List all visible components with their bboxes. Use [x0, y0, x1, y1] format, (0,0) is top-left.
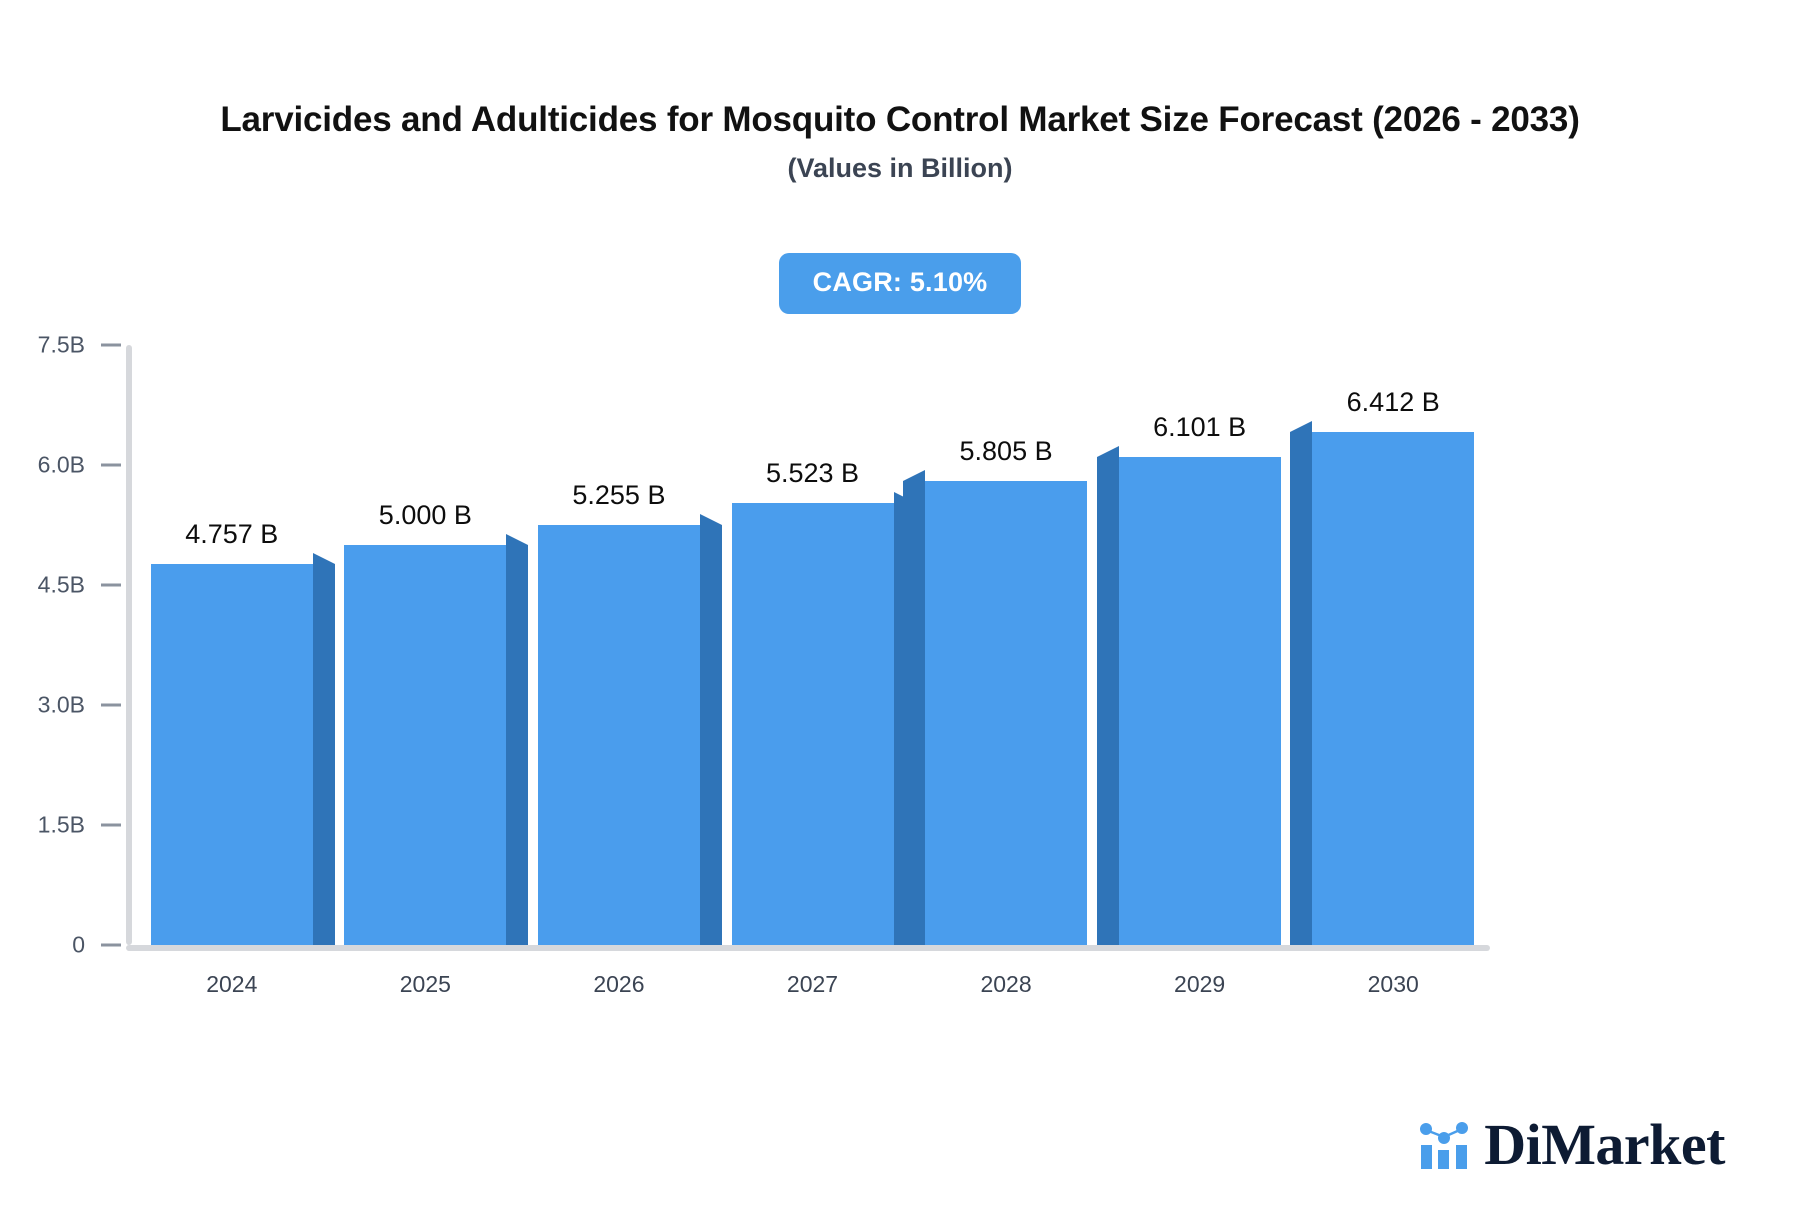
- y-axis-tick-mark: [101, 943, 121, 947]
- bar-2026[interactable]: 5.255 B 2026: [537, 480, 722, 997]
- bar-top-face: [903, 469, 926, 481]
- bar-side-face: [312, 564, 335, 945]
- bar-2030[interactable]: 6.412 B 2030: [1290, 387, 1475, 997]
- bar-front-face: [1312, 432, 1475, 945]
- bar-top-face: [312, 553, 335, 565]
- y-axis-tick: 6.0B: [13, 452, 121, 479]
- x-axis-label: 2026: [593, 971, 645, 997]
- bar-value-label: 5.805 B: [959, 435, 1053, 466]
- x-axis-label: 2029: [1174, 971, 1226, 997]
- y-axis-tick: 3.0B: [13, 692, 121, 719]
- cagr-badge-container: CAGR: 5.10%: [150, 253, 1650, 314]
- bar-front-face: [150, 564, 313, 945]
- bar-side-face: [903, 480, 926, 945]
- bar-2025[interactable]: 5.000 B 2025: [344, 500, 529, 997]
- bar-top-face: [1290, 421, 1313, 433]
- cagr-badge[interactable]: CAGR: 5.10%: [778, 253, 1022, 314]
- dimarket-logo: DiMarket: [1418, 1116, 1725, 1174]
- x-axis-label: 2024: [206, 971, 258, 997]
- bar-2029[interactable]: 6.101 B 2029: [1096, 412, 1281, 997]
- bar-front-face: [1118, 456, 1281, 945]
- y-axis-tick-label: 3.0B: [37, 691, 85, 718]
- y-axis-tick: 0: [13, 932, 121, 959]
- x-axis-label: 2030: [1367, 971, 1419, 997]
- bar-chart-logo-icon: [1420, 1122, 1469, 1169]
- bar-body: [537, 513, 722, 945]
- bar-front-face: [537, 524, 700, 945]
- bar-2024[interactable]: 4.757 B 2024: [150, 519, 335, 997]
- x-axis-label: 2027: [786, 971, 839, 997]
- y-axis-tick-mark: [101, 823, 121, 827]
- bar-series: 4.757 B 2024 5.000 B 2025 5.255 B 2026 5.523 B…: [135, 345, 1490, 997]
- y-axis-tick-mark: [101, 703, 121, 707]
- y-axis-tick-label: 1.5B: [37, 811, 85, 838]
- bar-side-face: [506, 545, 529, 945]
- x-axis-line: [126, 945, 1490, 951]
- bar-body: [1290, 421, 1475, 945]
- bar-side-face: [699, 524, 722, 945]
- bar-side-face: [1096, 456, 1119, 945]
- bar-value-label: 5.255 B: [572, 479, 666, 510]
- bar-2027[interactable]: 5.523 B 2027: [731, 458, 916, 997]
- x-axis-label: 2025: [399, 971, 451, 997]
- plot-area: 0 1.5B 3.0B 4.5B 6.0B 7.5B 4.757 B 2024 5.000 B…: [38, 332, 1490, 997]
- chart-title: Larvicides and Adulticides for Mosquito …: [220, 100, 1580, 139]
- bar-2028[interactable]: 5.805 B 2028: [903, 436, 1088, 997]
- bar-value-label: 5.523 B: [765, 458, 860, 489]
- bar-value-label: 6.412 B: [1346, 387, 1440, 418]
- bar-front-face: [344, 545, 507, 945]
- bar-front-face: [925, 480, 1088, 945]
- logo-wordmark: DiMarket: [1484, 1112, 1725, 1177]
- y-axis-tick-label: 4.5B: [37, 571, 85, 598]
- y-axis-line: [126, 345, 132, 945]
- y-axis-tick-label: 6.0B: [37, 451, 85, 478]
- bar-body: [1096, 445, 1281, 945]
- bar-body: [150, 553, 335, 945]
- bar-value-label: 4.757 B: [185, 519, 279, 550]
- bar-top-face: [506, 534, 529, 545]
- y-axis-tick: 4.5B: [13, 572, 121, 599]
- y-axis-tick: 7.5B: [13, 332, 121, 359]
- y-axis-tick-label: 0: [72, 931, 85, 958]
- chart-subtitle: (Values in Billion): [787, 152, 1013, 183]
- bar-side-face: [1290, 432, 1313, 945]
- bar-top-face: [699, 513, 722, 525]
- x-axis-label: 2028: [980, 971, 1032, 997]
- y-axis-tick-mark: [101, 343, 121, 347]
- y-axis-tick-mark: [101, 463, 121, 467]
- bar-body: [903, 469, 1088, 945]
- bar-top-face: [1096, 445, 1119, 457]
- bar-body: [731, 492, 916, 945]
- bar-body: [344, 534, 529, 945]
- bar-front-face: [731, 503, 894, 945]
- y-axis-tick-label: 7.5B: [37, 331, 85, 358]
- bar-value-label: 6.101 B: [1153, 411, 1247, 442]
- y-axis-tick-mark: [101, 583, 121, 587]
- y-axis-tick: 1.5B: [13, 812, 121, 839]
- bar-value-label: 5.000 B: [378, 500, 472, 530]
- chart-header: Larvicides and Adulticides for Mosquito …: [150, 98, 1650, 184]
